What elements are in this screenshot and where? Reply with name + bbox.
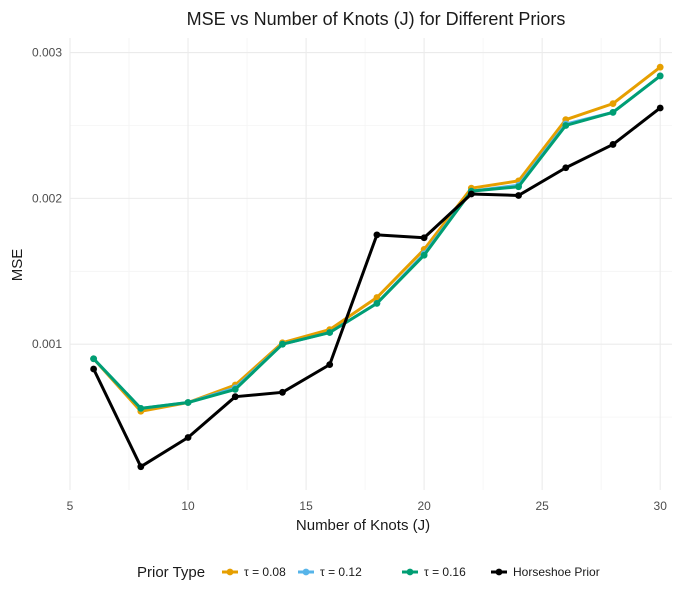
data-point xyxy=(137,404,145,412)
x-tick-label: 20 xyxy=(417,499,431,513)
legend-item: τ = 0.08 xyxy=(222,565,286,579)
y-tick-label: 0.001 xyxy=(32,337,62,351)
data-point xyxy=(609,141,617,148)
x-axis-ticks: 5 10 15 20 25 30 xyxy=(67,499,668,513)
legend-key-point xyxy=(495,568,503,576)
series-line xyxy=(92,106,662,469)
grid xyxy=(69,38,672,490)
x-tick-label: 30 xyxy=(654,499,668,513)
chart-title: MSE vs Number of Knots (J) for Different… xyxy=(187,9,566,29)
legend-label: Horseshoe Prior xyxy=(513,565,600,579)
data-point xyxy=(279,340,286,348)
x-tick-label: 10 xyxy=(181,499,195,513)
data-point xyxy=(373,231,381,239)
data-point xyxy=(90,355,98,363)
x-axis-title: Number of Knots (J) xyxy=(296,517,430,534)
data-point xyxy=(609,108,617,116)
x-tick-label: 5 xyxy=(67,499,74,513)
series-group xyxy=(90,104,664,471)
x-tick-label: 15 xyxy=(299,499,313,513)
legend-key-point xyxy=(406,568,414,576)
data-point xyxy=(609,100,617,108)
y-axis-ticks: 0.001 0.002 0.003 xyxy=(32,46,62,352)
data-point xyxy=(326,361,334,369)
legend-key-point xyxy=(302,568,310,576)
legend-item: τ = 0.12 xyxy=(298,565,362,579)
legend-item: τ = 0.16 xyxy=(402,565,466,579)
legend-item: Horseshoe Prior xyxy=(491,565,600,579)
legend-title: Prior Type xyxy=(137,564,205,581)
data-point xyxy=(279,388,286,396)
data-point xyxy=(137,463,145,471)
data-point xyxy=(420,234,428,242)
data-point xyxy=(562,122,570,129)
data-point xyxy=(373,299,381,307)
legend-label: τ = 0.16 xyxy=(424,565,466,579)
legend-key-point xyxy=(226,568,234,576)
legend-items: τ = 0.08 τ = 0.12 τ = 0.16 Horseshoe Prior xyxy=(222,565,600,579)
data-point xyxy=(90,365,98,373)
data-point xyxy=(326,329,334,336)
y-tick-label: 0.002 xyxy=(32,191,62,205)
data-point xyxy=(515,183,522,191)
y-tick-label: 0.003 xyxy=(32,46,62,60)
data-point xyxy=(373,294,381,301)
data-point xyxy=(184,399,192,406)
x-tick-label: 25 xyxy=(535,499,549,513)
data-point xyxy=(515,192,522,199)
data-point xyxy=(231,385,239,393)
data-point xyxy=(467,190,475,198)
legend-label: τ = 0.08 xyxy=(244,565,286,579)
data-point xyxy=(420,251,428,259)
legend-label: τ = 0.12 xyxy=(320,565,362,579)
data-point xyxy=(656,72,664,80)
data-point xyxy=(656,63,664,71)
plot-series xyxy=(90,63,664,471)
legend: Prior Type τ = 0.08 τ = 0.12 τ = 0.16 Horse… xyxy=(137,564,600,581)
series-group xyxy=(90,72,664,412)
data-point xyxy=(562,164,570,172)
data-point xyxy=(184,434,192,441)
y-axis-title: MSE xyxy=(9,249,26,282)
data-point xyxy=(656,104,664,112)
data-point xyxy=(231,393,239,401)
